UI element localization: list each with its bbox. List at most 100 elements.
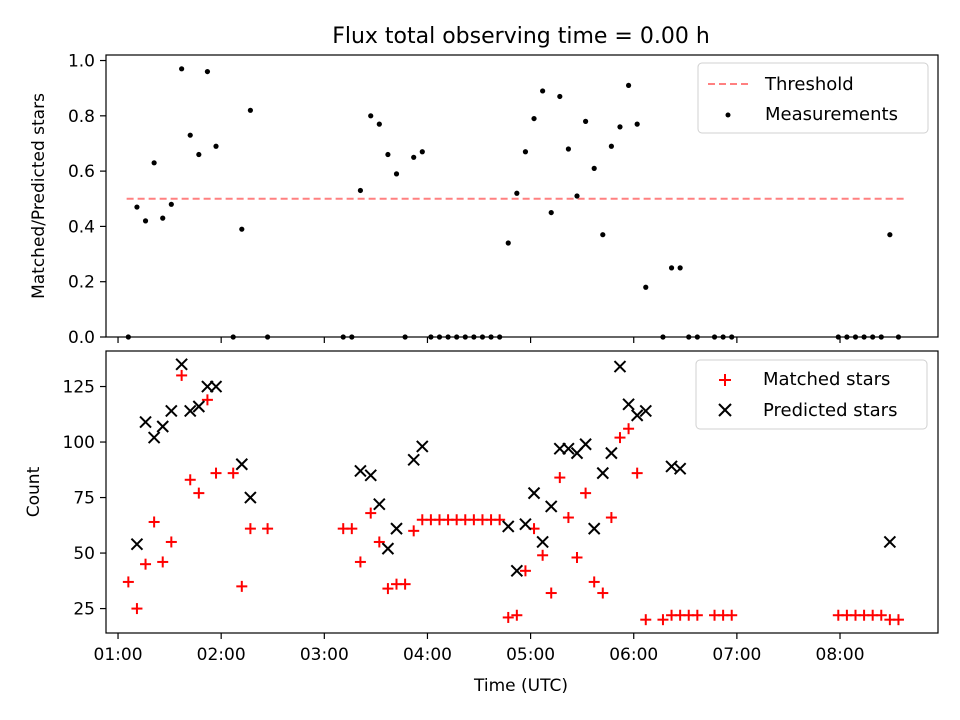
- predicted-star-point-b: [579, 438, 592, 451]
- matched-star-point: [236, 580, 248, 592]
- top-plot-marks: [125, 66, 906, 340]
- measurement-point: [142, 218, 149, 224]
- predicted-star-point: [390, 522, 403, 535]
- predicted-star-point-b: [502, 520, 515, 533]
- predicted-star-point: [536, 535, 549, 549]
- matched-star-point: [657, 614, 669, 626]
- measurement-point: [247, 107, 253, 113]
- predicted-star-point-b: [184, 404, 197, 418]
- predicted-star-point: [244, 491, 257, 504]
- matched-star-point: [892, 614, 904, 626]
- measurement-point: [583, 118, 589, 124]
- top-plot-frame: [105, 54, 939, 338]
- bottom-plot: 25 50 75 100 125 01:00 02:00 03:00 04:00 05:00 06…: [24, 350, 939, 696]
- matched-star-point: [631, 467, 643, 479]
- matched-star-point: [545, 587, 557, 599]
- matched-star-point: [537, 549, 549, 561]
- predicted-star-point-b: [562, 442, 575, 455]
- predicted-star-point-b: [605, 446, 618, 460]
- matched-star-point: [562, 512, 574, 524]
- matched-star-point: [382, 583, 394, 595]
- bottom-y-tick-label: 50: [73, 544, 95, 564]
- measurement-point: [411, 154, 417, 160]
- predicted-star-point: [235, 458, 249, 471]
- predicted-star-point: [192, 400, 206, 413]
- predicted-star-point-b: [527, 486, 541, 500]
- bottom-x-tick-label: 01:00: [94, 645, 143, 665]
- matched-star-point: [605, 512, 617, 524]
- predicted-star-point: [519, 517, 532, 531]
- matched-star-point: [227, 467, 239, 479]
- legend-predicted-swatch: [718, 403, 732, 417]
- measurement-point: [548, 209, 554, 216]
- measurement-point: [213, 143, 219, 149]
- matched-star-point: [588, 576, 600, 588]
- predicted-star-point: [613, 360, 627, 373]
- predicted-star-point: [587, 522, 601, 535]
- measurement-point: [514, 190, 520, 196]
- predicted-star-point: [175, 358, 188, 371]
- predicted-star-point: [579, 438, 592, 451]
- predicted-star-point: [639, 404, 652, 418]
- matched-star-point: [597, 587, 609, 599]
- predicted-star-point-b: [587, 522, 601, 535]
- bottom-x-axis-label: Time (UTC): [473, 676, 568, 696]
- bottom-y-tick-label: 25: [73, 600, 95, 620]
- predicted-star-point: [184, 404, 197, 418]
- predicted-star-point-b: [244, 491, 257, 504]
- measurement-point: [617, 124, 623, 130]
- predicted-star-point-b: [354, 464, 367, 478]
- predicted-star-point: [622, 398, 635, 411]
- predicted-star-point: [354, 464, 367, 478]
- legend-predicted-label: Predicted stars: [763, 400, 897, 421]
- predicted-star-point-b: [139, 415, 152, 429]
- bottom-plot-frame: [105, 350, 939, 634]
- legend-measurements-label: Measurements: [765, 104, 898, 125]
- predicted-star-point-b: [192, 400, 206, 413]
- predicted-star-point-b: [373, 498, 386, 511]
- predicted-star-point-b: [622, 398, 635, 411]
- measurement-point: [376, 121, 382, 127]
- matched-star-point: [201, 394, 213, 406]
- bottom-x-axis: 01:00 02:00 03:00 04:00 05:00 06:00 07:00 08:00: [94, 633, 865, 665]
- matched-star-point: [580, 487, 592, 499]
- predicted-star-point: [527, 486, 541, 500]
- predicted-star-point-b: [416, 440, 429, 453]
- predicted-star-point: [630, 409, 644, 422]
- measurement-point: [531, 115, 537, 122]
- matched-star-point: [365, 507, 377, 519]
- predicted-star-point-b: [639, 404, 652, 418]
- matched-star-point: [157, 556, 169, 568]
- top-y-tick-label: 0.8: [68, 107, 95, 127]
- bottom-y-tick-label: 75: [73, 489, 95, 509]
- figure-title: Flux total observing time = 0.00 h: [332, 24, 710, 49]
- bottom-plot-marks: [122, 358, 904, 626]
- matched-star-point: [262, 523, 274, 535]
- legend-matched-swatch: [719, 374, 731, 386]
- top-legend-box: [697, 62, 929, 134]
- measurement-point: [385, 151, 391, 158]
- predicted-star-point-b: [883, 535, 897, 549]
- predicted-star-point-b: [130, 537, 144, 551]
- top-plot: 0.0 0.2 0.4 0.6 0.8 1.0 Matched/Predicted sta…: [29, 52, 939, 348]
- top-y-axis: 0.0 0.2 0.4 0.6 0.8 1.0: [68, 52, 106, 348]
- matched-star-point: [210, 467, 222, 479]
- measurement-point: [134, 204, 140, 210]
- measurement-point: [677, 265, 683, 271]
- measurement-point: [168, 201, 174, 207]
- measurement-point: [540, 88, 546, 94]
- measurement-point: [393, 171, 400, 177]
- predicted-star-point: [130, 537, 144, 551]
- bottom-y-tick-label: 125: [63, 378, 95, 398]
- measurement-point: [179, 66, 185, 72]
- predicted-star-point-b: [235, 458, 249, 471]
- matched-star-point: [131, 603, 143, 615]
- predicted-star-point: [364, 469, 377, 482]
- bottom-x-tick-label: 04:00: [403, 645, 452, 665]
- predicted-star-point-b: [390, 522, 403, 535]
- top-y-tick-label: 0.6: [68, 162, 95, 182]
- matched-star-point: [875, 609, 887, 621]
- matched-star-point: [122, 576, 134, 588]
- predicted-star-point: [562, 442, 575, 455]
